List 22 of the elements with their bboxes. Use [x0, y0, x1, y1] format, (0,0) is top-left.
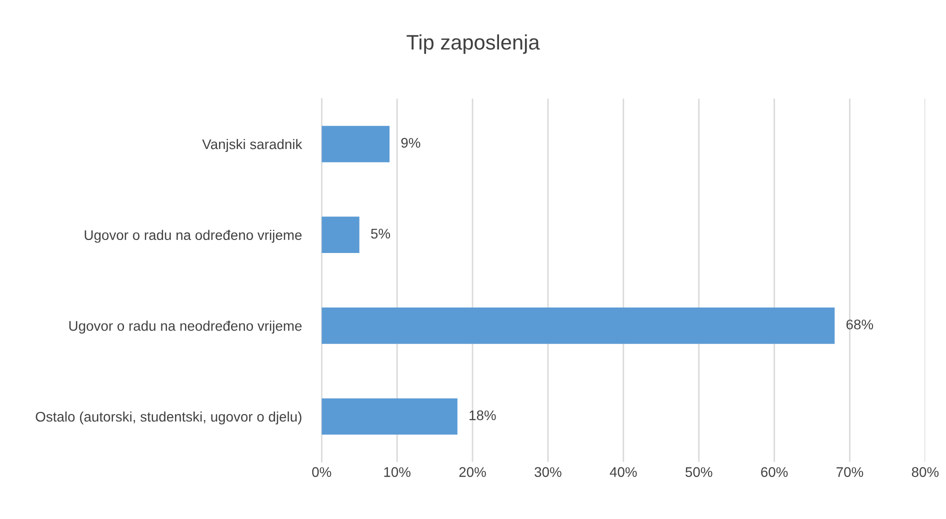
- x-tick-label: 30%: [534, 467, 562, 477]
- x-tick-label: 70%: [836, 467, 864, 477]
- data-label: 9%: [401, 138, 420, 148]
- data-label: 18%: [470, 410, 496, 420]
- x-tick-label: 20%: [459, 467, 486, 477]
- chart-title: Tip zaposlenja: [406, 34, 540, 54]
- x-tick-label: 10%: [384, 467, 410, 477]
- data-label: 68%: [846, 320, 874, 330]
- x-tick-label: 60%: [761, 467, 788, 477]
- y-tick-label: Ugovor o radu na neodređeno vrijeme: [69, 320, 302, 334]
- y-tick-label: Vanjski saradnik: [202, 138, 302, 152]
- data-label: 5%: [371, 228, 390, 239]
- bar: [322, 308, 835, 344]
- bar: [322, 216, 360, 254]
- bar: [322, 398, 458, 435]
- x-tick-label: 0%: [312, 467, 332, 477]
- x-tick-label: 50%: [686, 467, 712, 477]
- y-tick-label: Ugovor o radu na određeno vrijeme: [84, 230, 302, 243]
- y-tick-label: Ostalo (autorski, studentski, ugovor o djelu): [36, 411, 302, 424]
- x-tick-label: 80%: [912, 467, 939, 477]
- bar: [322, 126, 390, 162]
- x-tick-label: 40%: [610, 467, 637, 477]
